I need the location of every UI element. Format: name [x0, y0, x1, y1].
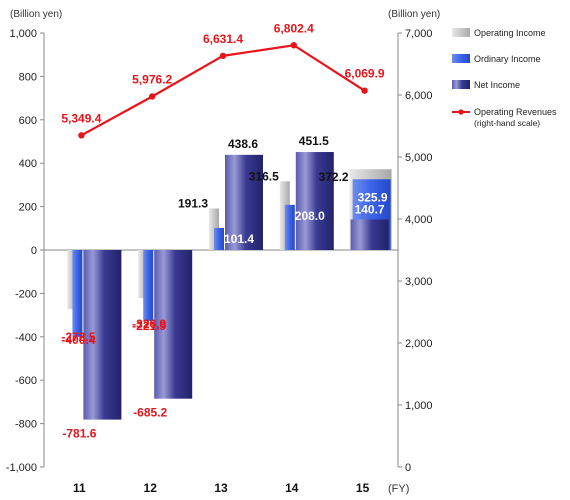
x-tick-label: 11 [73, 481, 86, 495]
revenue-line [78, 42, 368, 139]
x-axis-unit: (FY) [388, 483, 409, 495]
left-tick-label: -400 [15, 332, 37, 344]
revenue-label: 6,069.9 [345, 67, 385, 81]
net-income-label: 140.7 [355, 202, 385, 216]
net-income-bar [295, 152, 334, 250]
legend-swatch [452, 28, 470, 37]
legend-label: Operating Revenues [474, 107, 557, 117]
right-tick-label: 4,000 [405, 214, 433, 226]
bars [67, 152, 392, 420]
operating-income-label: -272.5 [61, 330, 95, 344]
operating-income-label: 316.5 [249, 169, 279, 183]
net-income-label: -685.2 [133, 406, 167, 420]
right-tick-label: 6,000 [405, 90, 433, 102]
legend-swatch [452, 80, 470, 89]
net-income-label: -781.6 [62, 427, 96, 441]
revenue-label: 5,976.2 [132, 72, 172, 86]
left-axis-unit: (Billion yen) [10, 9, 62, 20]
data-labels: 5,349.4 5,976.2 6,631.4 6,802.4 6,069.9 -272.… [61, 21, 388, 440]
revenue-point [78, 132, 85, 139]
ordinary-income-bar [284, 204, 295, 250]
x-axis: 11 12 13 14 15 [73, 481, 370, 495]
revenue-label: 6,802.4 [274, 21, 314, 35]
left-axis: 1,000 800 600 400 200 0 -200 -400 -600 -800 -1,000 [6, 28, 44, 474]
ordinary-income-label: -326.9 [132, 317, 166, 331]
right-tick-label: 0 [405, 462, 411, 474]
right-axis: 7,000 6,000 5,000 4,000 3,000 2,000 1,000 0 [398, 28, 433, 474]
operating-income-label: 191.3 [178, 196, 208, 210]
x-tick-label: 15 [356, 481, 370, 495]
ordinary-income-label: 325.9 [358, 190, 388, 204]
revenue-point [219, 52, 227, 60]
legend-line-marker [458, 109, 464, 115]
right-tick-label: 1,000 [405, 400, 433, 412]
left-tick-label: 800 [19, 71, 37, 83]
revenue-label: 5,349.4 [61, 111, 101, 125]
left-tick-label: 600 [19, 115, 37, 127]
ordinary-income-bar [72, 250, 83, 337]
right-tick-label: 2,000 [405, 338, 433, 350]
net-income-bar [225, 154, 263, 250]
revenue-point [290, 42, 297, 49]
left-tick-label: -200 [15, 288, 37, 300]
legend-swatch [452, 54, 470, 63]
right-tick-label: 7,000 [405, 28, 433, 40]
net-income-bar [83, 250, 122, 420]
operating-income-label: -221.9 [132, 319, 166, 333]
ordinary-income-label: -400.4 [61, 333, 95, 347]
net-income-label: 438.6 [228, 137, 258, 151]
legend-label: Ordinary Income [474, 54, 541, 64]
ordinary-income-bar [214, 227, 224, 250]
right-axis-unit: (Billion yen) [388, 9, 440, 20]
left-tick-label: 200 [19, 202, 37, 214]
left-tick-label: 1,000 [9, 28, 37, 40]
net-income-label: 451.5 [299, 134, 329, 148]
x-tick-label: 13 [214, 481, 228, 495]
legend-label: Operating Income [474, 28, 546, 38]
left-tick-label: -1,000 [6, 462, 37, 474]
left-tick-label: -800 [15, 419, 37, 431]
left-tick-label: -600 [15, 375, 37, 387]
operating-income-label: 372.2 [319, 170, 349, 184]
right-tick-label: 3,000 [405, 276, 433, 288]
legend-label: Net Income [474, 80, 520, 90]
ordinary-income-label: 101.4 [224, 232, 254, 246]
left-tick-label: 0 [31, 245, 37, 257]
revenue-label: 6,631.4 [203, 32, 243, 46]
x-tick-label: 14 [285, 481, 299, 495]
revenue-point [361, 87, 368, 94]
right-tick-label: 5,000 [405, 152, 433, 164]
ordinary-income-bar [143, 250, 154, 321]
legend-label-sub: (right-hand scale) [474, 118, 540, 128]
left-tick-label: 400 [19, 158, 37, 170]
ordinary-income-label: 208.0 [295, 209, 325, 223]
x-tick-label: 12 [144, 481, 158, 495]
revenue-point [149, 93, 156, 100]
legend: Operating Income Ordinary Income Net Incom… [452, 28, 557, 128]
net-income-bar [350, 219, 389, 250]
net-income-bar [154, 250, 193, 399]
